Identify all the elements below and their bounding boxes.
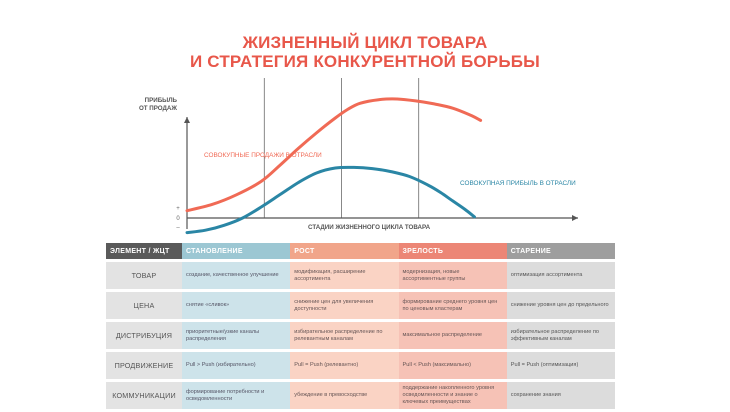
header-element: ЭЛЕМЕНТ / ЖЦТ: [106, 243, 182, 259]
y-tick-plus: +: [176, 206, 180, 212]
cell: Pull = Push (оптимизация): [506, 352, 615, 379]
y-tick-minus: –: [176, 225, 180, 231]
strategy-table: ЭЛЕМЕНТ / ЖЦТ СТАНОВЛЕНИЕ РОСТ ЗРЕЛОСТЬ …: [106, 240, 615, 412]
cell: снижение уровня цен до предельного: [506, 292, 615, 319]
header-stage-introduction: СТАНОВЛЕНИЕ: [182, 243, 291, 259]
header-stage-growth: РОСТ: [290, 243, 399, 259]
cell: убеждение в превосходстве: [290, 382, 399, 409]
sales-series-label: СОВОКУПНЫЕ ПРОДАЖИ В ОТРАСЛИ: [204, 152, 322, 159]
profit-curve: [185, 165, 476, 235]
chart-title-line-2: И СТРАТЕГИЯ КОНКУРЕНТНОЙ БОРЬБЫ: [189, 52, 541, 71]
y-axis-label-line-2: ОТ ПРОДАЖ: [139, 105, 177, 112]
profit-series-label: СОВОКУПНАЯ ПРИБЫЛЬ В ОТРАСЛИ: [460, 180, 576, 187]
cell: модификация, расширение ассортимента: [290, 262, 399, 289]
row-label: КОММУНИКАЦИИ: [106, 382, 182, 409]
table-row-promotion: ПРОДВИЖЕНИЕ Pull > Push (избирательно) P…: [106, 352, 615, 379]
cell: снятие «сливок»: [182, 292, 291, 319]
cell: сохранение знания: [506, 382, 615, 409]
table-row-product: ТОВАР создание, качественное улучшение м…: [106, 262, 615, 289]
cell: создание, качественное улучшение: [182, 262, 291, 289]
cell: Pull > Push (избирательно): [182, 352, 291, 379]
table-row-price: ЦЕНА снятие «сливок» снижение цен для ув…: [106, 292, 615, 319]
row-label: ДИСТРИБУЦИЯ: [106, 322, 182, 349]
cell: избирательное распределение по эффективн…: [506, 322, 615, 349]
cell: Pull = Push (релевантно): [290, 352, 399, 379]
cell: Pull < Push (максимально): [398, 352, 507, 379]
cell: модернизация, новые ассортиментные групп…: [398, 262, 507, 289]
table-row-communications: КОММУНИКАЦИИ формирование потребности и …: [106, 382, 615, 409]
row-label: ТОВАР: [106, 262, 182, 289]
cell: максимальное распределение: [398, 322, 507, 349]
life-cycle-chart: + 0 – ПРИБЫЛЬ ОТ ПРОДАЖ СТАДИИ ЖИЗНЕННОГ…: [139, 78, 578, 235]
row-label: ЦЕНА: [106, 292, 182, 319]
cell: поддержание накопленного уровня осведомл…: [398, 382, 507, 409]
chart-title-line-1: ЖИЗНЕННЫЙ ЦИКЛ ТОВАРА: [242, 33, 488, 52]
x-axis-label: СТАДИИ ЖИЗНЕННОГО ЦИКЛА ТОВАРА: [308, 224, 431, 231]
cell: избирательное распределение по релевантн…: [290, 322, 399, 349]
cell: формирование среднего уровня цен по цено…: [398, 292, 507, 319]
y-axis-label-line-1: ПРИБЫЛЬ: [145, 97, 178, 104]
cell: формирование потребности и осведомленнос…: [182, 382, 291, 409]
header-stage-maturity: ЗРЕЛОСТЬ: [398, 243, 507, 259]
table-row-distribution: ДИСТРИБУЦИЯ приоритетные/узкие каналы ра…: [106, 322, 615, 349]
sales-curve: [185, 97, 483, 213]
header-stage-decline: СТАРЕНИЕ: [506, 243, 615, 259]
row-label: ПРОДВИЖЕНИЕ: [106, 352, 182, 379]
y-tick-zero: 0: [176, 216, 180, 222]
table-header-row: ЭЛЕМЕНТ / ЖЦТ СТАНОВЛЕНИЕ РОСТ ЗРЕЛОСТЬ …: [106, 243, 615, 259]
cell: оптимизация ассортимента: [506, 262, 615, 289]
cell: снижение цен для увеличения доступности: [290, 292, 399, 319]
cell: приоритетные/узкие каналы распределения: [182, 322, 291, 349]
